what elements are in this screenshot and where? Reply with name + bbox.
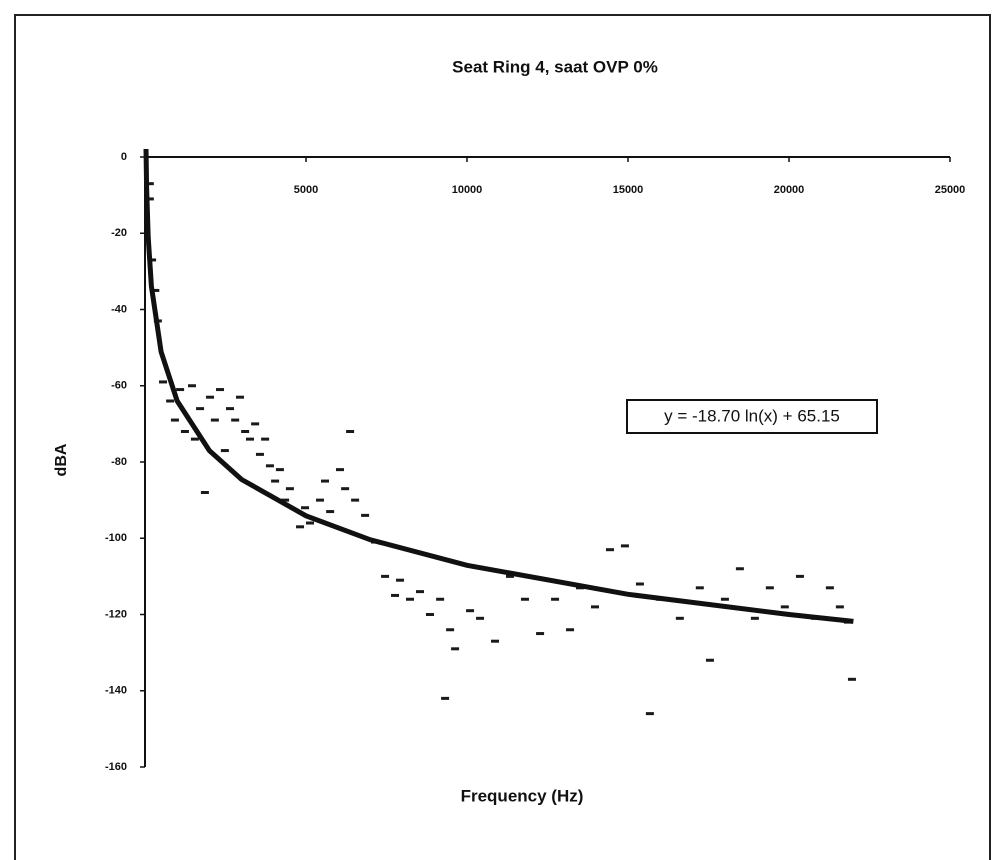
scatter-point (316, 498, 325, 502)
scatter-point (216, 388, 225, 392)
scatter-point (441, 696, 450, 700)
scatter-point (396, 578, 405, 582)
scatter-point (720, 597, 729, 601)
scatter-point (675, 616, 684, 620)
scatter-point (825, 586, 834, 590)
y-tick-label: -60 (111, 380, 127, 392)
scatter-point (170, 418, 179, 422)
y-tick-label: -120 (105, 608, 127, 620)
y-tick-label: 0 (121, 151, 127, 163)
scatter-point (536, 632, 545, 636)
trendline (143, 149, 854, 624)
scatter-point (361, 513, 370, 517)
scatter-point (620, 544, 629, 548)
scatter-point (415, 590, 424, 594)
x-tick-label: 10000 (452, 184, 483, 196)
scatter-point (635, 582, 644, 586)
scatter-point (188, 384, 197, 388)
scatter-point (251, 422, 260, 426)
scatter-point (765, 586, 774, 590)
scatter-point (847, 677, 856, 681)
scatter-point (780, 605, 789, 609)
scatter-point (605, 548, 614, 552)
chart-title: Seat Ring 4, saat OVP 0% (452, 57, 658, 76)
x-axis-label: Frequency (Hz) (461, 786, 584, 805)
scatter-point (176, 388, 185, 392)
scatter-point (351, 498, 360, 502)
scatter-point (245, 437, 254, 441)
scatter-point (265, 464, 274, 468)
scatter-point (271, 479, 280, 483)
trendline-label: y = -18.70 ln(x) + 65.15 (664, 406, 840, 425)
scatter-point (446, 628, 455, 632)
scatter-point (551, 597, 560, 601)
scatter-point (196, 407, 205, 411)
scatter-point (520, 597, 529, 601)
scatter-point (151, 288, 160, 292)
scatter-point (220, 449, 229, 453)
scatter-point (206, 395, 215, 399)
scatter-point (346, 430, 355, 433)
scatter-point (301, 506, 310, 510)
scatter-point (275, 468, 284, 472)
x-tick-label: 25000 (935, 184, 966, 196)
scatter-point (180, 430, 189, 433)
scatter-point (695, 586, 704, 590)
scatter-point (566, 628, 575, 632)
trendline-label-box (626, 399, 878, 434)
scatter-point (326, 510, 335, 514)
scatter-point (320, 479, 329, 483)
scatter-point (381, 574, 390, 578)
x-tick-label: 5000 (294, 184, 318, 196)
scatter-point (306, 521, 315, 525)
scatter-point (159, 380, 168, 384)
scatter-point (145, 197, 154, 201)
scatter-point (255, 452, 264, 456)
scatter-point (391, 593, 400, 597)
scatter-point (200, 491, 209, 494)
y-axis-label: dBA (53, 443, 70, 476)
scatter-point (145, 182, 154, 186)
chart-frame (14, 14, 991, 860)
scatter-point (281, 498, 290, 502)
scatter-point (466, 609, 475, 613)
scatter-point (476, 616, 485, 620)
scatter-point (285, 487, 294, 491)
scatter-point (166, 399, 175, 403)
y-tick-label: -20 (111, 227, 127, 239)
scatter-point (261, 437, 270, 441)
scatter-point (735, 567, 744, 571)
scatter-point (231, 418, 240, 422)
y-tick-label: -140 (105, 685, 127, 697)
scatter-point (436, 597, 445, 601)
scatter-point (425, 613, 434, 616)
scatter-point (590, 605, 599, 609)
scatter-point (241, 430, 250, 433)
x-tick-label: 20000 (774, 184, 805, 196)
scatter-point (750, 616, 759, 620)
scatter-point (406, 597, 415, 601)
scatter-point (645, 712, 654, 716)
y-tick-label: -160 (105, 761, 127, 773)
scatter-point (296, 525, 305, 529)
y-tick-label: -80 (111, 456, 127, 468)
x-tick-label: 15000 (613, 184, 644, 196)
scatter-point (341, 487, 350, 491)
scatter-point (335, 468, 344, 472)
scatter-point (451, 647, 460, 651)
y-tick-label: -40 (111, 303, 127, 315)
scatter-point (210, 418, 219, 422)
scatter-point (835, 605, 844, 609)
scatter-point (795, 574, 804, 578)
scatter-point (226, 407, 235, 411)
scatter-point (505, 574, 514, 578)
y-tick-label: -100 (105, 532, 127, 544)
scatter-point (491, 639, 500, 643)
scatter-point (705, 658, 714, 662)
scatter-point (235, 395, 244, 399)
scatter-point (190, 437, 199, 441)
